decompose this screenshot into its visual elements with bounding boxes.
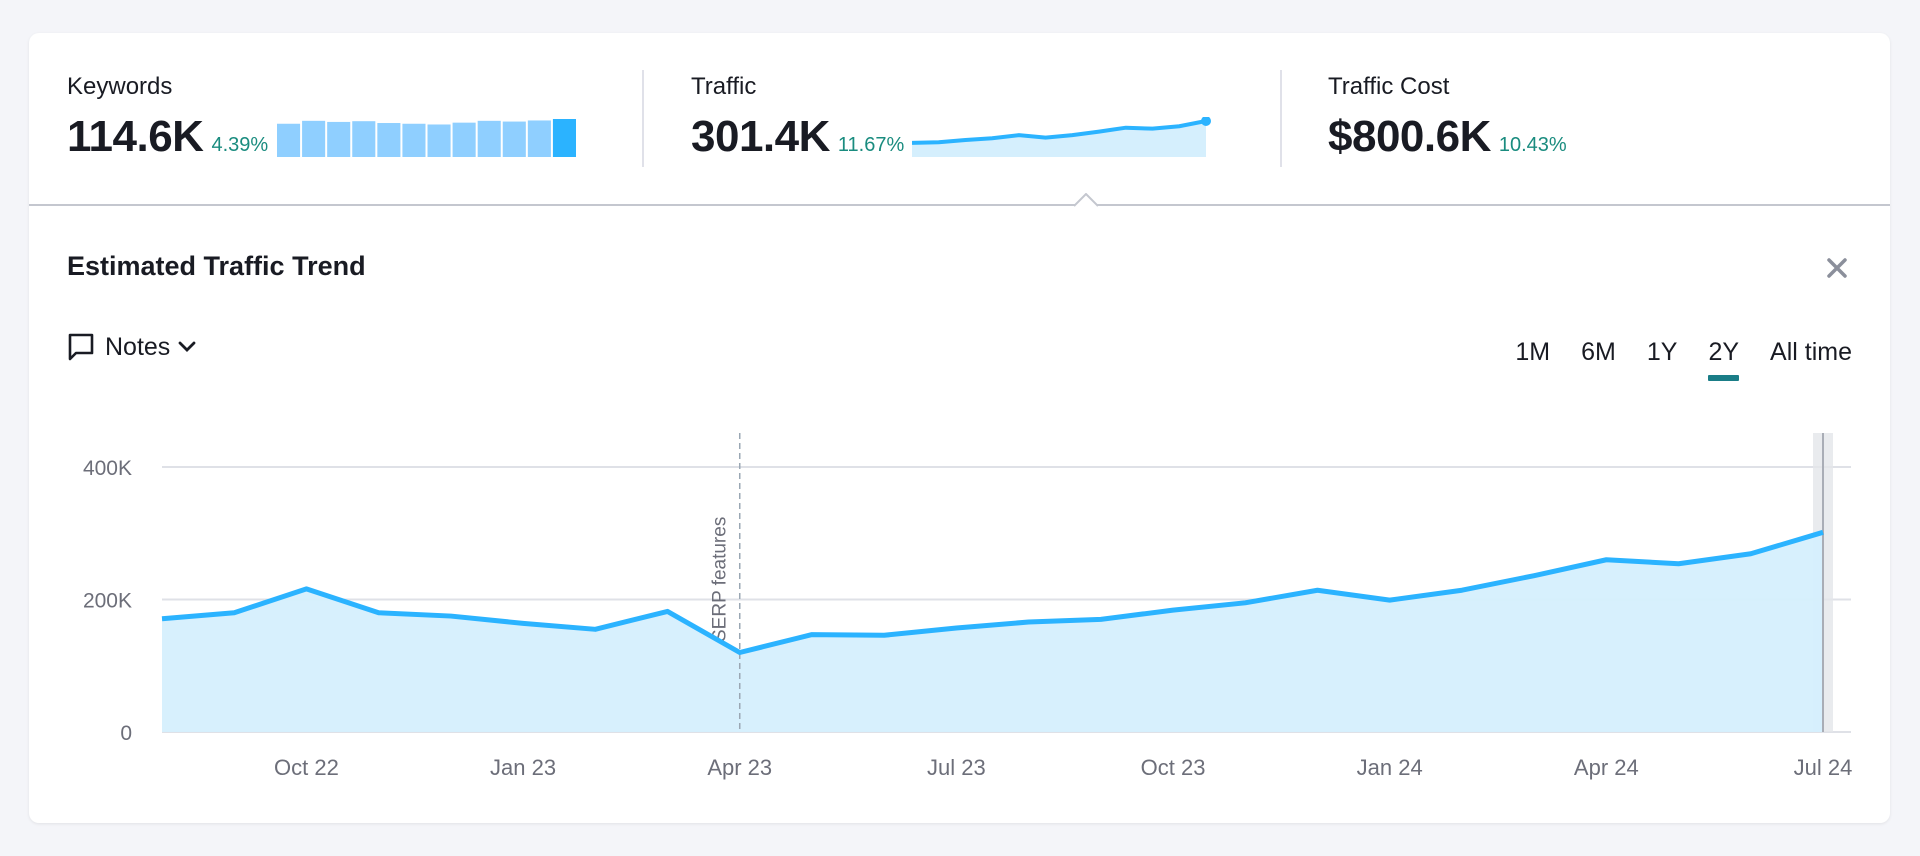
period-tab-6m[interactable]: 6M [1581,338,1616,366]
metric-label: Traffic Cost [1328,73,1450,100]
keywords-bar [352,121,376,157]
sparkline-line [912,119,1207,145]
notes-label: Notes [105,332,171,361]
x-tick-label: Apr 23 [707,755,772,780]
metric-traffic-cost[interactable]: Traffic Cost $800.6K 10.43% [1328,73,1567,159]
traffic-area [162,532,1823,732]
close-icon[interactable] [1824,255,1850,281]
keywords-bar [452,122,476,157]
selected-pointer [1074,193,1098,207]
traffic-trend-chart: 0 200K 400K SERP features Oct 22 Jan 23 Apr 23… [83,433,1853,780]
x-tick-label: Jan 23 [490,755,556,780]
metric-value: 114.6K [67,112,204,161]
metric-value: 301.4K [691,112,830,161]
y-tick-label: 0 [120,722,132,745]
x-tick-label: Jan 24 [1357,755,1423,780]
keywords-bar [327,121,351,157]
comment-icon [68,333,94,361]
keywords-bar-sparkline [277,119,577,157]
x-tick-label: Oct 22 [274,755,339,780]
divider [642,70,644,167]
metric-keywords[interactable]: Keywords 114.6K 4.39% [67,73,577,159]
notes-dropdown[interactable]: Notes [67,332,196,362]
keywords-bar [402,123,426,157]
keywords-bar [528,120,552,157]
metric-change: 4.39% [211,134,269,156]
metric-traffic[interactable]: Traffic 301.4K 11.67% [691,73,1212,159]
metric-change: 10.43% [1498,134,1567,156]
y-tick-label: 400K [83,457,132,480]
metric-label: Traffic [691,73,757,100]
keywords-bar [277,123,301,157]
x-tick-label: Oct 23 [1141,755,1206,780]
traffic-overview-card: Keywords 114.6K 4.39% Traffic 301.4K 11.… [29,33,1890,823]
keywords-bar [477,120,501,157]
period-tabs: 1M 6M 1Y 2Y All time [1515,338,1852,381]
sparkline-area [912,121,1207,157]
sparkline-endpoint [1201,117,1212,126]
period-tab-all-time[interactable]: All time [1770,338,1852,366]
metric-value: $800.6K [1328,112,1491,161]
x-tick-label: Jul 24 [1794,755,1853,780]
y-tick-label: 200K [83,590,132,613]
keywords-bar [553,119,577,157]
keywords-bar [302,120,326,157]
period-tab-2y[interactable]: 2Y [1708,338,1740,381]
chevron-down-icon [178,341,196,352]
x-tick-label: Apr 24 [1574,755,1639,780]
annotation-label: SERP features [710,517,731,642]
traffic-line-sparkline [912,117,1212,157]
divider [1280,70,1282,167]
period-tab-1m[interactable]: 1M [1515,338,1551,366]
metric-change: 11.67% [837,134,905,156]
keywords-bar [377,123,401,157]
panel-title: Estimated Traffic Trend [67,251,366,281]
section-divider [29,204,1890,206]
metric-label: Keywords [67,73,173,100]
keywords-bar [427,124,451,157]
keywords-bar [502,121,527,157]
period-tab-1y[interactable]: 1Y [1646,338,1678,366]
traffic-line [161,529,1824,655]
x-tick-label: Jul 23 [927,755,986,780]
